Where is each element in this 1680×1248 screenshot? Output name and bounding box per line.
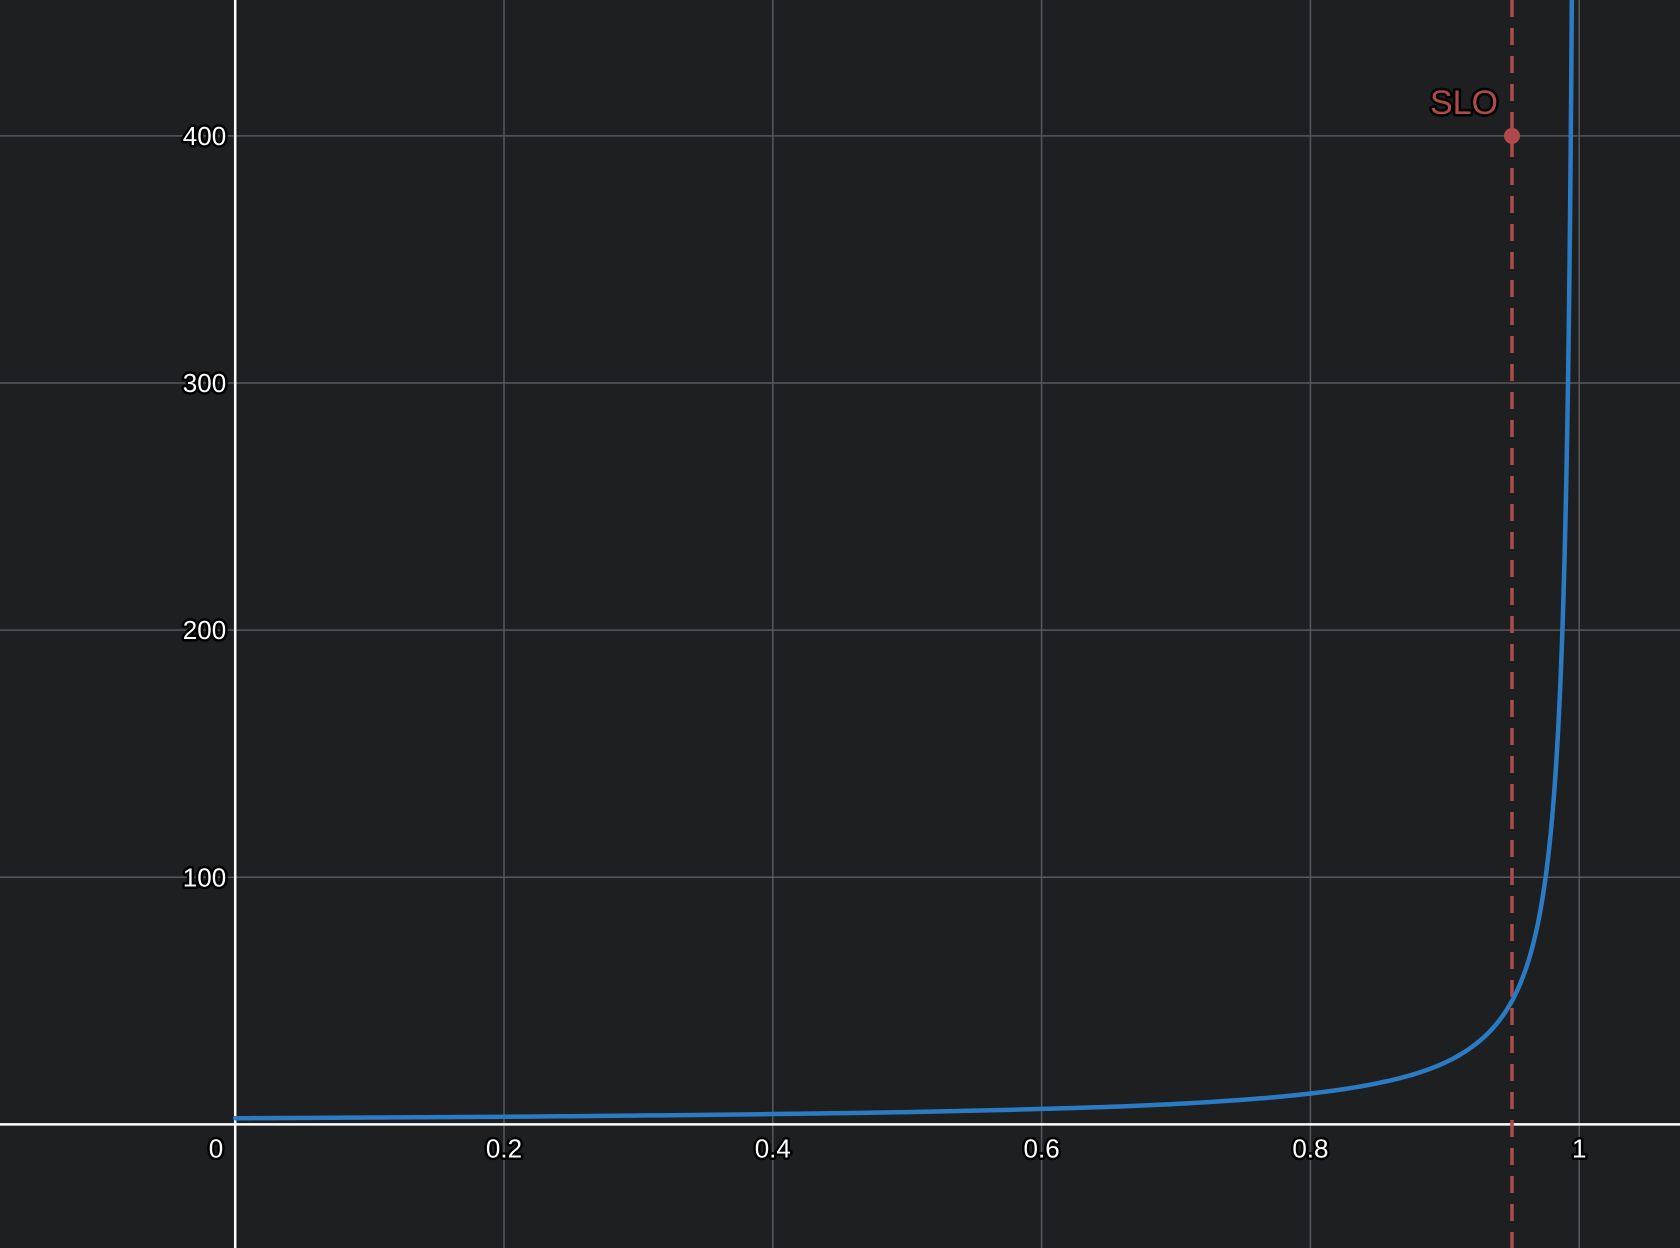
x-tick-label: 0.8 <box>1292 1133 1328 1163</box>
slo-label: SLO <box>1430 84 1498 122</box>
x-tick-label: 1 <box>1572 1133 1586 1163</box>
y-tick-label: 300 <box>183 368 226 398</box>
slo-annotation: SLO <box>1427 0 1520 1248</box>
series-lines <box>232 0 1575 1121</box>
x-tick-label: 0.6 <box>1024 1133 1060 1163</box>
y-tick-label: 100 <box>183 862 226 892</box>
x-tick-label: 0.4 <box>755 1133 791 1163</box>
y-tick-label: 200 <box>183 615 226 645</box>
slo-point[interactable] <box>1504 127 1520 144</box>
tick-labels: 0 0.2 0.4 0.6 0.8 1 100 200 300 400 <box>180 118 1589 1166</box>
x-tick-label: 0 <box>209 1133 223 1163</box>
x-tick-label: 0.2 <box>486 1133 522 1163</box>
series-line-0 <box>232 0 1575 1121</box>
y-tick-label: 400 <box>183 121 226 151</box>
